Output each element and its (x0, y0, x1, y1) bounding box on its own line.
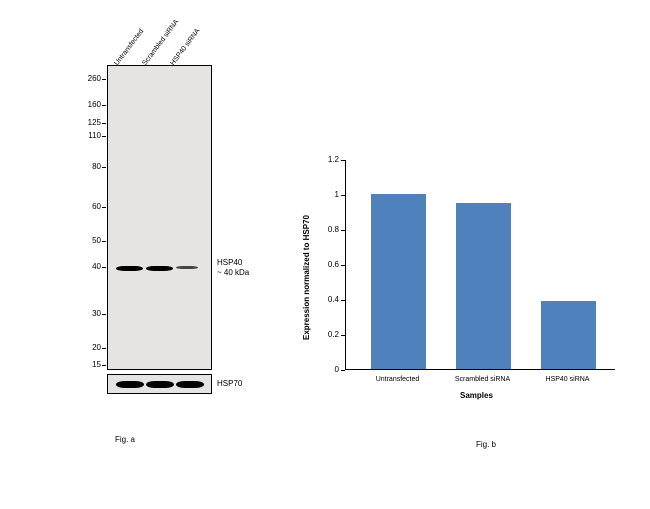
lane-label-1: Untransfected (113, 28, 145, 67)
mw-tick-mark (102, 167, 106, 168)
control-band (146, 381, 174, 388)
mw-tick-mark (102, 207, 106, 208)
control-label: HSP70 (217, 379, 242, 388)
mw-tick-label: 50 (71, 236, 101, 245)
target-label-1: HSP40 (217, 258, 242, 267)
mw-tick-mark (102, 79, 106, 80)
mw-tick-mark (102, 105, 106, 106)
mw-tick-mark (102, 267, 106, 268)
chart-bar (456, 203, 511, 369)
mw-tick-label: 40 (71, 262, 101, 271)
mw-tick-mark (102, 136, 106, 137)
mw-tick-mark (102, 123, 106, 124)
mw-tick-label: 125 (71, 118, 101, 127)
ytick-label: 0.6 (315, 260, 339, 269)
control-band (176, 381, 204, 388)
chart-bar (541, 301, 596, 369)
ytick-label: 0.8 (315, 225, 339, 234)
ytick-label: 0 (315, 365, 339, 374)
mw-tick-label: 260 (71, 74, 101, 83)
mw-tick-label: 160 (71, 100, 101, 109)
western-blot-figure: Untransfected Scrambled siRNA HSP40 siRN… (15, 5, 265, 475)
ytick-label: 0.4 (315, 295, 339, 304)
y-axis-label: Expression normalized to HSP70 (302, 215, 311, 340)
mw-tick-mark (102, 365, 106, 366)
mw-tick-mark (102, 348, 106, 349)
blot-band (116, 266, 143, 271)
blot-control-panel (107, 374, 212, 394)
bar-chart-figure: Expression normalized to HSP70 0 0.2 0.4 0.… (290, 150, 630, 450)
lane-label-3: HSP40 siRNA (169, 28, 201, 67)
mw-tick-mark (102, 241, 106, 242)
target-label-2: ~ 40 kDa (217, 268, 249, 277)
mw-tick-label: 110 (71, 131, 101, 140)
fig-b-caption: Fig. b (476, 440, 496, 449)
chart-bar (371, 194, 426, 369)
blot-band (146, 266, 173, 271)
mw-tick-label: 20 (71, 343, 101, 352)
mw-tick-label: 30 (71, 309, 101, 318)
control-band (116, 381, 144, 388)
chart-plot-area (345, 160, 615, 370)
xtick-label: Scrambled siRNA (443, 376, 523, 383)
blot-main-panel (107, 65, 212, 370)
mw-tick-label: 60 (71, 202, 101, 211)
xtick-label: HSP40 siRNA (528, 376, 608, 383)
x-axis-label: Samples (460, 391, 493, 400)
blot-band (176, 266, 198, 269)
ytick-mark (341, 370, 345, 371)
mw-tick-label: 15 (71, 360, 101, 369)
fig-a-caption: Fig. a (115, 435, 135, 444)
mw-tick-label: 80 (71, 162, 101, 171)
ytick-label: 1.2 (315, 155, 339, 164)
ytick-label: 1 (315, 190, 339, 199)
mw-tick-mark (102, 314, 106, 315)
xtick-label: Untransfected (358, 376, 438, 383)
ytick-label: 0.2 (315, 330, 339, 339)
